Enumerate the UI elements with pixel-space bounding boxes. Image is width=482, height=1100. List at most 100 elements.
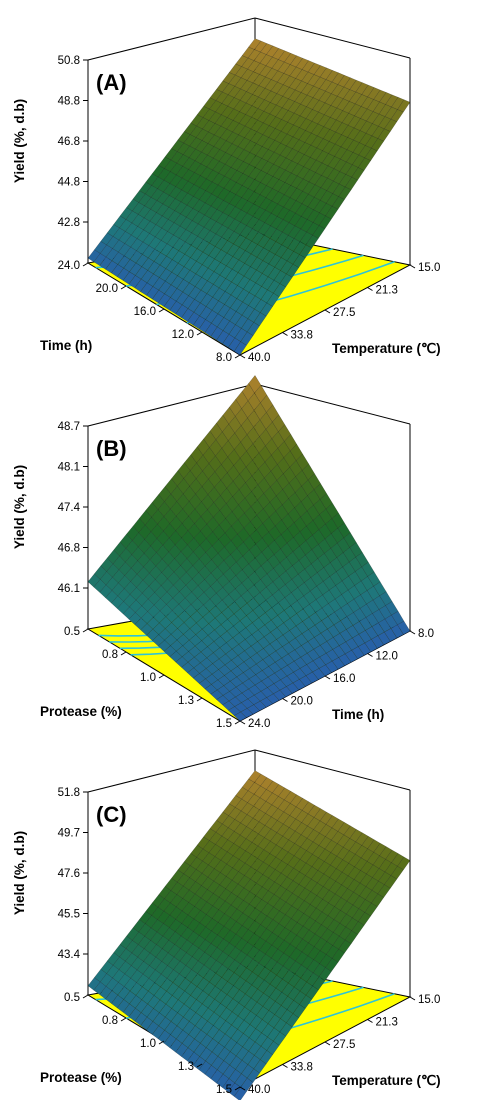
right-axis-tick-label: 24.0 xyxy=(248,718,270,730)
z-tick-label: 44.8 xyxy=(58,177,80,189)
right-axis-tick xyxy=(324,1041,331,1046)
right-axis-tick xyxy=(409,264,416,269)
z-tick-label: 47.4 xyxy=(58,502,81,514)
left-axis-label: Protease (%) xyxy=(40,704,122,719)
right-axis-tick-label: 8.0 xyxy=(418,628,434,640)
z-tick-label: 51.8 xyxy=(58,787,80,799)
top-left-edge xyxy=(87,17,256,61)
left-axis-tick xyxy=(196,697,203,702)
z-tick-label: 49.7 xyxy=(58,828,80,840)
right-axis-label: Temperature (℃) xyxy=(332,341,441,356)
left-axis-tick-label: 0.8 xyxy=(102,649,118,661)
right-axis-tick-label: 33.8 xyxy=(291,330,313,342)
right-axis-tick xyxy=(367,653,373,657)
left-axis-tick xyxy=(82,628,89,633)
right-axis-tick-label: 40.0 xyxy=(248,352,270,364)
z-tick-label: 48.7 xyxy=(58,421,80,433)
right-axis-label: Temperature (℃) xyxy=(332,1073,441,1088)
right-axis-tick xyxy=(282,1064,288,1068)
left-axis-tick xyxy=(234,720,241,725)
panel-label: (B) xyxy=(96,436,127,461)
left-axis-tick-label: 16.0 xyxy=(134,306,156,318)
left-axis-tick-label: 0.5 xyxy=(64,992,80,1004)
right-axis-tick xyxy=(282,332,288,336)
left-axis-tick-label: 1.0 xyxy=(140,672,156,684)
left-axis-label: Protease (%) xyxy=(40,1070,122,1085)
left-axis-tick xyxy=(120,1017,127,1022)
right-axis-tick-label: 15.0 xyxy=(418,262,440,274)
right-axis-tick xyxy=(324,675,331,680)
left-axis-tick-label: 1.0 xyxy=(140,1038,156,1050)
top-right-edge xyxy=(254,17,411,59)
right-axis-tick xyxy=(282,698,288,702)
right-axis-label: Time (h) xyxy=(332,707,384,722)
right-axis-tick xyxy=(409,630,416,635)
z-axis-label: Yield (%, d.b) xyxy=(12,99,27,183)
chart-panel-b: 46.1 46.8 47.4 48.1 48.7 0.5 0.8 1.0 1.3 1.5 24.0 2… xyxy=(0,366,482,732)
panel-label: (C) xyxy=(96,802,127,827)
surface-plot-b: 46.1 46.8 47.4 48.1 48.7 0.5 0.8 1.0 1.3 1.5 24.0 2… xyxy=(12,374,434,730)
response-surface xyxy=(87,374,411,722)
left-axis-tick xyxy=(120,285,127,290)
left-axis-tick-label: 24.0 xyxy=(58,260,80,272)
left-axis-tick-label: 1.3 xyxy=(178,1061,194,1073)
left-axis-tick xyxy=(196,1063,203,1068)
left-axis-tick xyxy=(234,1086,241,1091)
right-axis-tick-label: 16.0 xyxy=(333,673,355,685)
right-axis-tick-label: 27.5 xyxy=(333,1039,355,1051)
response-surface xyxy=(87,38,411,356)
left-axis-tick xyxy=(196,331,203,336)
z-tick-label: 50.8 xyxy=(58,55,80,67)
right-axis-tick xyxy=(239,354,246,359)
right-axis-tick-label: 27.5 xyxy=(333,307,355,319)
top-right-edge xyxy=(254,383,411,425)
left-axis-tick xyxy=(82,994,89,999)
z-tick-label: 46.1 xyxy=(58,583,80,595)
z-tick-label: 46.8 xyxy=(58,136,80,148)
chart-panel-a: 42.8 44.8 46.8 48.8 50.8 24.0 20.0 16.0 12.0 8.0 4… xyxy=(0,0,482,366)
left-axis-tick-label: 12.0 xyxy=(172,329,194,341)
right-axis-tick xyxy=(239,720,246,725)
z-tick-label: 43.4 xyxy=(58,949,81,961)
left-axis-tick xyxy=(158,308,165,313)
response-surface xyxy=(87,770,411,1100)
z-tick-label: 46.8 xyxy=(58,543,80,555)
left-axis-tick xyxy=(234,354,241,359)
top-right-edge xyxy=(254,749,411,791)
left-axis-label: Time (h) xyxy=(40,338,92,353)
left-axis-tick xyxy=(158,1040,165,1045)
left-axis-tick-label: 0.5 xyxy=(64,626,80,638)
right-axis-tick-label: 21.3 xyxy=(376,285,398,297)
left-axis-tick-label: 8.0 xyxy=(216,352,232,364)
right-axis-tick xyxy=(367,287,373,291)
top-left-edge xyxy=(87,383,256,427)
surface-plot-c: 43.4 45.5 47.6 49.7 51.8 0.5 0.8 1.0 1.3 1.5 40.0 3… xyxy=(12,749,441,1100)
left-axis-tick-label: 0.8 xyxy=(102,1015,118,1027)
top-left-edge xyxy=(87,749,256,793)
left-axis-tick-label: 1.5 xyxy=(216,718,232,730)
left-axis-tick xyxy=(82,262,89,267)
right-axis-tick xyxy=(367,1019,373,1023)
z-tick-label: 45.5 xyxy=(58,909,80,921)
right-axis-tick-label: 33.8 xyxy=(291,1062,313,1074)
surface-cell xyxy=(397,856,411,871)
right-axis-tick xyxy=(324,309,331,314)
surface-cell xyxy=(397,99,411,113)
left-axis-tick-label: 20.0 xyxy=(96,283,118,295)
right-axis-tick-label: 21.3 xyxy=(376,1017,398,1029)
left-axis-tick-label: 1.3 xyxy=(178,695,194,707)
surface-plot-a: 42.8 44.8 46.8 48.8 50.8 24.0 20.0 16.0 12.0 8.0 4… xyxy=(12,17,441,364)
right-axis-tick-label: 12.0 xyxy=(376,651,398,663)
right-axis-tick-label: 20.0 xyxy=(291,696,313,708)
right-axis-tick xyxy=(239,1086,246,1091)
right-axis-tick xyxy=(409,996,416,1001)
chart-panel-c: 43.4 45.5 47.6 49.7 51.8 0.5 0.8 1.0 1.3 1.5 40.0 3… xyxy=(0,732,482,1100)
panel-label: (A) xyxy=(96,70,127,95)
z-tick-label: 48.1 xyxy=(58,462,80,474)
z-tick-label: 48.8 xyxy=(58,96,80,108)
z-axis-label: Yield (%, d.b) xyxy=(12,831,27,915)
z-tick-label: 47.6 xyxy=(58,868,80,880)
left-axis-tick-label: 1.5 xyxy=(216,1084,232,1096)
right-axis-tick-label: 40.0 xyxy=(248,1084,270,1096)
z-axis-label: Yield (%, d.b) xyxy=(12,465,27,549)
